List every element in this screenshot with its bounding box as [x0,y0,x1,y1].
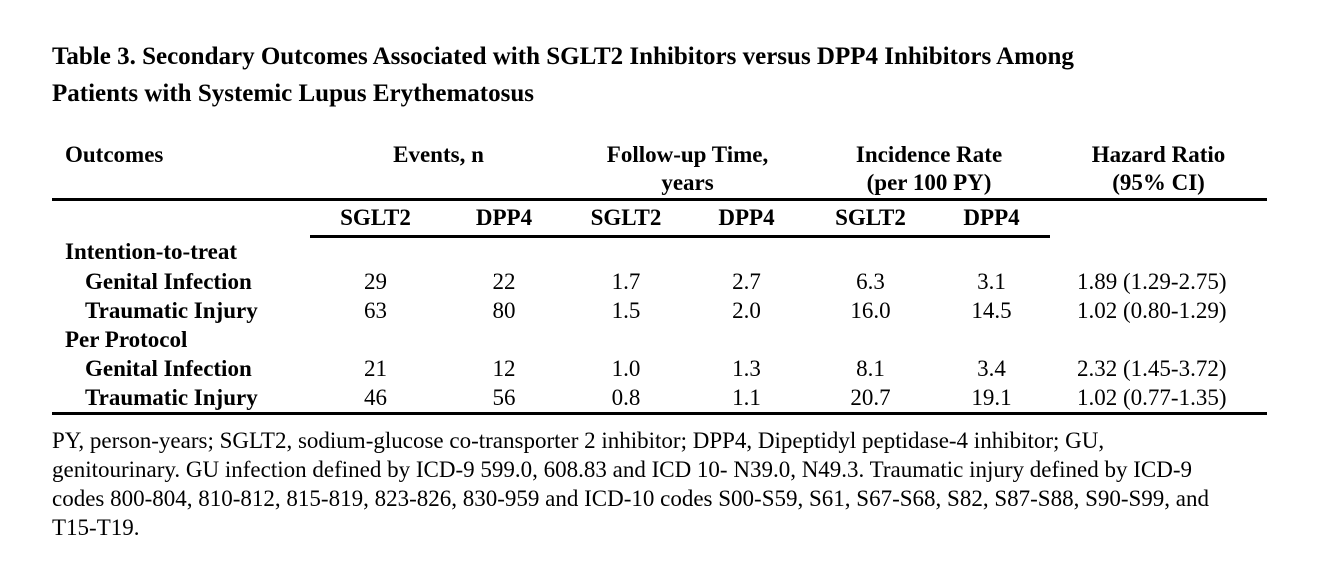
cell-value: 16.0 [850,297,891,323]
row-label: Genital Infection [85,268,252,294]
cell-value: 56 [441,383,567,415]
cell-value: 3.1 [977,268,1006,294]
cell-hazard-ratio [1050,325,1267,354]
subheader-spacer [52,200,310,237]
table-footnote: PY, person-years; SGLT2, sodium-glucose … [52,426,1209,542]
cell-value [441,237,567,268]
table-row-itt-traumatic-injury: Traumatic Injury 63 80 1.5 2.0 16.0 14.5… [52,296,1267,325]
cell-value: 63 [364,297,387,323]
cell-value: 1.5 [611,297,641,323]
column-header-outcomes: Outcomes [52,141,310,201]
subheader-incidence-sglt2: SGLT2 [808,199,934,238]
cell-hazard-ratio: 1.89 (1.29-2.75) [1077,268,1227,294]
cell-value: 8.1 [856,355,885,381]
cell-value [310,325,441,354]
table-row-per-protocol: Per Protocol [52,325,1267,354]
cell-value [808,237,933,268]
row-label: Traumatic Injury [85,297,258,323]
column-header-hazard-ratio: Hazard Ratio (95% CI) [1050,141,1268,201]
cell-value: 19.1 [933,383,1051,415]
subheader-followup-dpp4: DPP4 [685,199,809,238]
cell-value [567,237,685,268]
cell-value: 20.7 [808,383,934,415]
table-row-itt-genital-infection: Genital Infection 29 22 1.7 2.7 6.3 3.1 … [52,267,1267,296]
cell-hazard-ratio [1050,237,1267,268]
subheader-events-sglt2: SGLT2 [310,199,441,238]
outcomes-table: Outcomes Events, n Follow-up Time, years… [52,141,1268,415]
table-subheader-row: SGLT2 DPP4 SGLT2 DPP4 SGLT2 DPP4 [52,199,1267,238]
cell-value [808,325,933,354]
footnote-line-2: genitourinary. GU infection defined by I… [52,457,1193,482]
column-header-followup: Follow-up Time, years [567,141,809,201]
cell-hazard-ratio: 1.02 (0.80-1.29) [1077,297,1227,323]
cell-value: 12 [492,355,516,381]
subheader-events-dpp4: DPP4 [441,199,567,238]
cell-value [441,325,567,354]
cell-value: 1.3 [732,355,761,381]
table-title-line-1: Table 3. Secondary Outcomes Associated w… [52,43,1074,70]
cell-value: 1.7 [611,268,641,294]
cell-value [685,325,808,354]
cell-hazard-ratio: 1.02 (0.77-1.35) [1050,383,1268,415]
cell-value: 21 [364,355,387,381]
cell-value: 29 [364,268,387,294]
cell-value: 6.3 [856,268,885,294]
cell-value: 14.5 [971,297,1012,323]
column-header-incidence-rate: Incidence Rate (per 100 PY) [808,141,1051,201]
footnote-line-3: codes 800-804, 810-812, 815-819, 823-826… [52,486,1210,511]
subheader-spacer [1050,200,1267,237]
cell-hazard-ratio: 2.32 (1.45-3.72) [1077,355,1227,381]
cell-value: 80 [492,297,516,323]
cell-value: 46 [310,383,441,415]
table-row-pp-genital-infection: Genital Infection 21 12 1.0 1.3 8.1 3.4 … [52,354,1267,383]
footnote-line-1: PY, person-years; SGLT2, sodium-glucose … [52,428,1105,453]
row-label: Intention-to-treat [65,238,238,264]
cell-value [567,325,685,354]
footnote-line-4: T15-T19. [52,515,140,540]
cell-value [685,237,808,268]
row-label: Traumatic Injury [52,383,310,415]
cell-value: 1.0 [611,355,641,381]
row-label: Per Protocol [65,326,188,352]
cell-value: 3.4 [977,355,1006,381]
table-title: Table 3. Secondary Outcomes Associated w… [52,38,1074,112]
cell-value: 1.1 [685,383,809,415]
table-row-intention-to-treat: Intention-to-treat [52,237,1267,268]
cell-value: 22 [492,268,516,294]
cell-value [933,325,1050,354]
subheader-followup-sglt2: SGLT2 [567,199,685,238]
table-row-pp-traumatic-injury: Traumatic Injury 46 56 0.8 1.1 20.7 19.1… [52,383,1268,415]
column-header-events: Events, n [310,141,567,201]
row-label: Genital Infection [85,355,252,381]
cell-value: 2.0 [732,297,761,323]
cell-value: 0.8 [567,383,685,415]
table-header-row: Outcomes Events, n Follow-up Time, years… [52,141,1268,201]
subheader-incidence-dpp4: DPP4 [933,199,1051,238]
cell-value [933,237,1050,268]
table-title-line-2: Patients with Systemic Lupus Erythematos… [52,80,534,107]
cell-value [310,237,441,268]
cell-value: 2.7 [732,268,761,294]
